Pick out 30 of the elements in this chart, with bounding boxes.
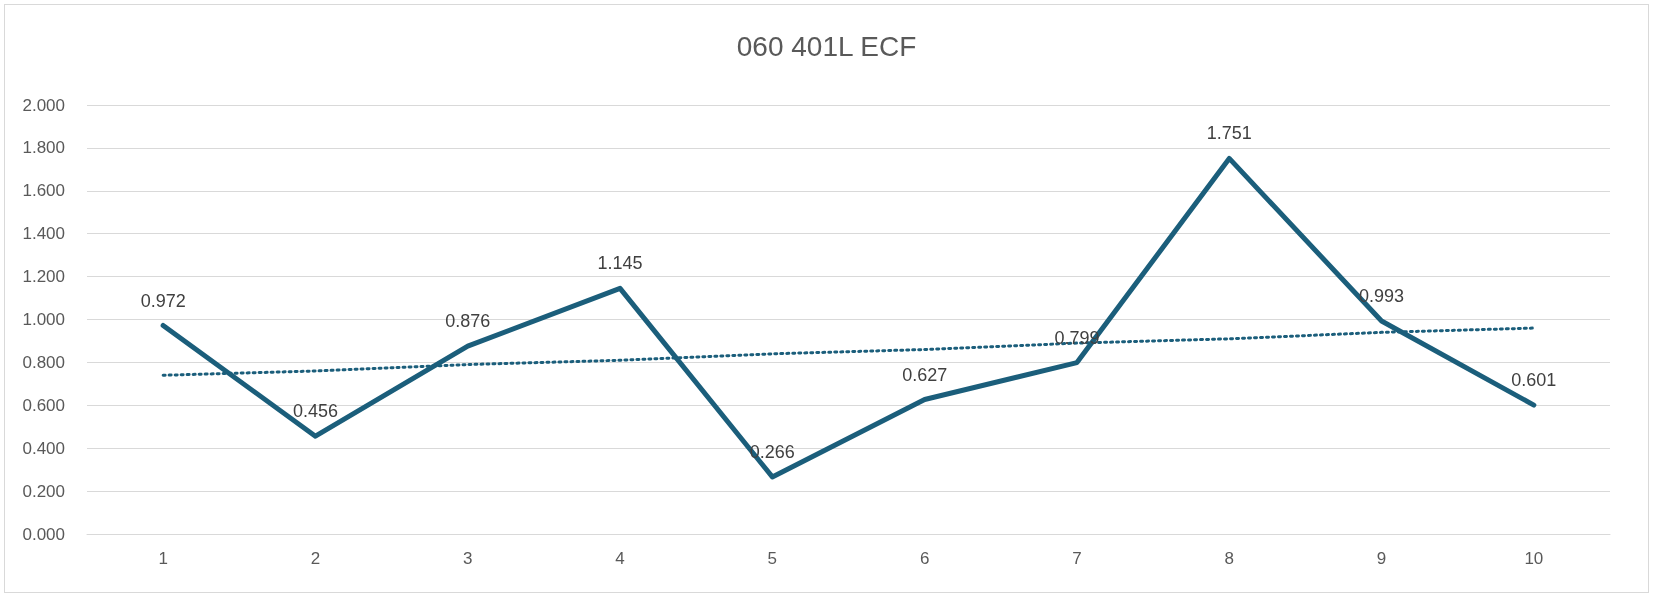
x-tick-label: 1	[158, 549, 168, 568]
data-label: 0.456	[292, 401, 338, 422]
y-tick-label: 0.400	[22, 438, 65, 458]
y-tick-label: 0.600	[22, 395, 65, 415]
x-tick-label: 7	[1072, 549, 1082, 568]
y-tick-label: 0.200	[22, 481, 65, 501]
y-tick-label: 1.400	[22, 224, 65, 244]
x-tick-label: 6	[919, 549, 930, 568]
x-tick-label: 10	[1524, 549, 1544, 568]
y-tick-label: 0.000	[22, 524, 65, 544]
chart-title: 060 401L ECF	[736, 30, 917, 62]
x-tick-label: 2	[310, 549, 321, 568]
data-label: 0.993	[1359, 286, 1405, 306]
x-tick-label: 5	[767, 549, 778, 568]
data-label: 0.972	[140, 290, 186, 311]
data-label: 0.876	[445, 311, 491, 332]
y-tick-label: 1.800	[22, 138, 65, 158]
data-label: 1.751	[1206, 123, 1252, 144]
y-tick-label: 0.800	[22, 352, 65, 372]
x-tick-label: 3	[463, 549, 473, 568]
data-label: 0.627	[902, 364, 948, 385]
x-tick-label: 8	[1224, 549, 1234, 568]
y-tick-label: 1.200	[22, 267, 65, 287]
x-tick-label: 9	[1376, 549, 1387, 568]
x-tick-label: 4	[615, 549, 625, 568]
y-tick-label: 2.000	[22, 95, 65, 115]
y-tick-label: 1.600	[22, 181, 65, 201]
data-label: 0.601	[1511, 370, 1557, 391]
y-tick-label: 1.000	[22, 310, 65, 329]
data-label: 1.145	[597, 253, 643, 274]
